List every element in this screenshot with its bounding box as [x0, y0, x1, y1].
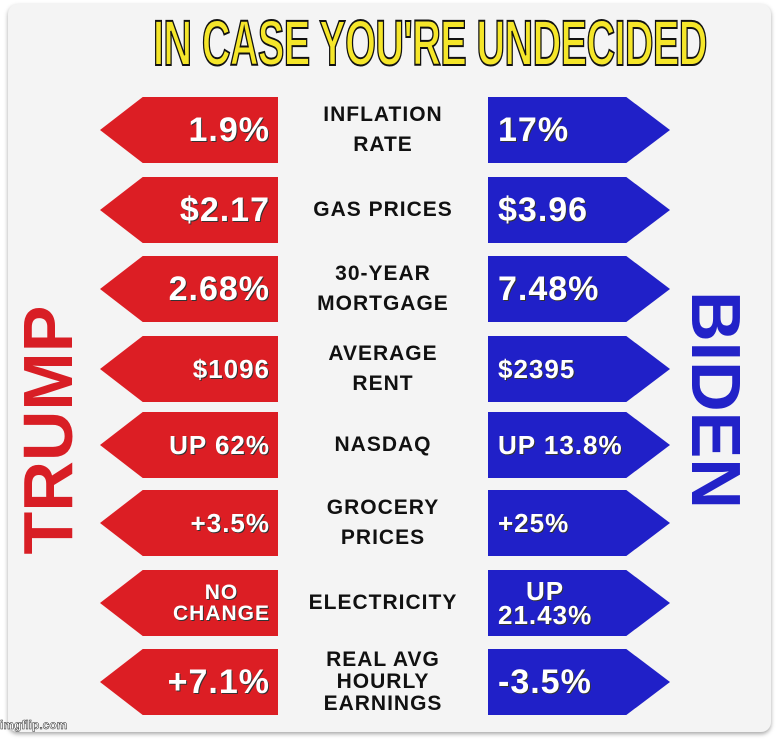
biden-value-arrow: $3.96 — [488, 177, 670, 243]
trump-value: +7.1% — [167, 662, 270, 701]
biden-value: +25% — [498, 507, 570, 538]
comparison-row: NO CHANGE ELECTRICITY UP 21.43% — [0, 570, 781, 636]
trump-value: +3.5% — [190, 507, 270, 538]
comparison-row: +7.1% REAL AVG HOURLY EARNINGS -3.5% — [0, 649, 781, 715]
metric-label: 30-YEAR MORTGAGE — [317, 262, 449, 315]
biden-value-arrow: -3.5% — [488, 649, 670, 715]
comparison-row: $2.17 GAS PRICES $3.96 — [0, 177, 781, 243]
watermark: imgflip.com — [0, 718, 68, 733]
trump-value: NO CHANGE — [172, 581, 270, 625]
trump-value-arrow: UP 62% — [100, 412, 278, 478]
trump-value: UP 62% — [169, 429, 270, 460]
biden-value: UP 13.8% — [498, 429, 623, 460]
biden-value-arrow: 7.48% — [488, 256, 670, 322]
trump-value-arrow: 2.68% — [100, 256, 278, 322]
trump-value-arrow: NO CHANGE — [100, 570, 278, 636]
trump-value: $2.17 — [179, 190, 270, 229]
biden-value-arrow: UP 21.43% — [488, 570, 670, 636]
trump-value-arrow: +3.5% — [100, 490, 278, 556]
trump-value: 1.9% — [188, 110, 270, 149]
biden-value: UP 21.43% — [498, 576, 593, 630]
comparison-row: $1096 AVERAGE RENT $2395 — [0, 336, 781, 402]
comparison-row: UP 62% NASDAQ UP 13.8% — [0, 412, 781, 478]
metric-label: GAS PRICES — [313, 198, 453, 221]
biden-value-arrow: +25% — [488, 490, 670, 556]
metric-label: ELECTRICITY — [308, 591, 458, 614]
trump-value: 2.68% — [168, 269, 270, 308]
biden-value-arrow: 17% — [488, 97, 670, 163]
biden-value-arrow: UP 13.8% — [488, 412, 670, 478]
metric-label: INFLATION RATE — [323, 103, 443, 156]
comparison-row: 1.9% INFLATION RATE 17% — [0, 97, 781, 163]
biden-value: $3.96 — [498, 190, 589, 229]
biden-value: -3.5% — [498, 662, 592, 701]
biden-value: 17% — [498, 110, 570, 149]
biden-value: $2395 — [498, 353, 576, 384]
trump-value: $1096 — [192, 353, 270, 384]
metric-label: GROCERY PRICES — [326, 496, 440, 549]
comparison-row: 2.68% 30-YEAR MORTGAGE 7.48% — [0, 256, 781, 322]
trump-value-arrow: $2.17 — [100, 177, 278, 243]
biden-value-arrow: $2395 — [488, 336, 670, 402]
trump-value-arrow: $1096 — [100, 336, 278, 402]
metric-label: REAL AVG HOURLY EARNINGS — [323, 648, 443, 715]
page-title: IN CASE YOU'RE UNDECIDED — [152, 6, 708, 80]
comparison-row: +3.5% GROCERY PRICES +25% — [0, 490, 781, 556]
trump-value-arrow: 1.9% — [100, 97, 278, 163]
biden-value: 7.48% — [498, 269, 600, 308]
metric-label: AVERAGE RENT — [328, 342, 438, 395]
metric-label: NASDAQ — [334, 433, 432, 456]
trump-value-arrow: +7.1% — [100, 649, 278, 715]
